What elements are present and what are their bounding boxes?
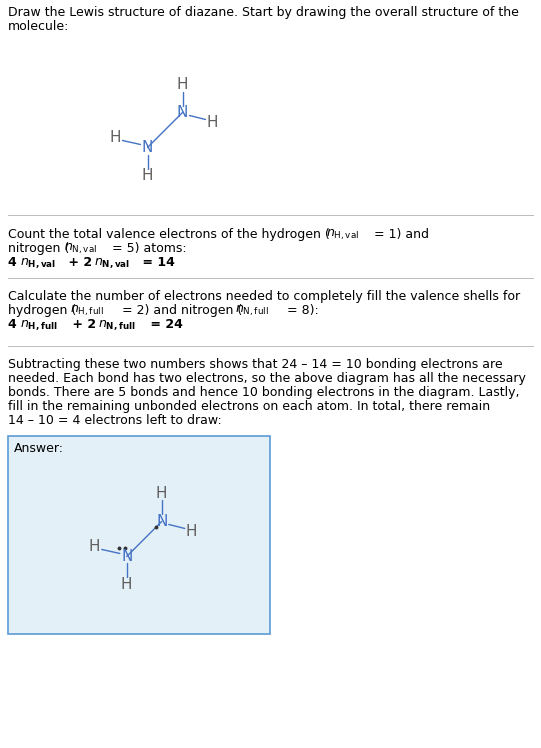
Text: Count the total valence electrons of the hydrogen (: Count the total valence electrons of the… <box>8 228 330 241</box>
Text: $n_\mathregular{H,full}$: $n_\mathregular{H,full}$ <box>70 304 104 319</box>
Text: H: H <box>207 115 218 130</box>
Text: N: N <box>156 514 167 529</box>
Text: $n_\mathregular{N,full}$: $n_\mathregular{N,full}$ <box>98 318 136 331</box>
Text: = 1) and: = 1) and <box>370 228 429 241</box>
Text: H: H <box>121 577 133 592</box>
Text: $n_\mathregular{N,full}$: $n_\mathregular{N,full}$ <box>235 304 269 319</box>
Text: hydrogen (: hydrogen ( <box>8 304 76 317</box>
Text: $n_\mathregular{H,full}$: $n_\mathregular{H,full}$ <box>20 318 58 331</box>
Text: $n_\mathregular{N,val}$: $n_\mathregular{N,val}$ <box>94 256 130 270</box>
Text: N: N <box>142 140 153 155</box>
Text: nitrogen (: nitrogen ( <box>8 242 69 255</box>
Text: H: H <box>177 77 188 92</box>
Text: H: H <box>156 486 168 501</box>
Text: = 5) atoms:: = 5) atoms: <box>108 242 187 255</box>
Text: bonds. There are 5 bonds and hence 10 bonding electrons in the diagram. Lastly,: bonds. There are 5 bonds and hence 10 bo… <box>8 386 519 399</box>
Text: H: H <box>89 539 101 554</box>
Text: needed. Each bond has two electrons, so the above diagram has all the necessary: needed. Each bond has two electrons, so … <box>8 372 526 385</box>
Text: Draw the Lewis structure of diazane. Start by drawing the overall structure of t: Draw the Lewis structure of diazane. Sta… <box>8 6 519 19</box>
Text: $n_\mathregular{H,val}$: $n_\mathregular{H,val}$ <box>20 256 56 270</box>
Text: = 2) and nitrogen (: = 2) and nitrogen ( <box>118 304 242 317</box>
Text: Subtracting these two numbers shows that 24 – 14 = 10 bonding electrons are: Subtracting these two numbers shows that… <box>8 358 503 371</box>
Text: H: H <box>186 524 197 539</box>
Text: N: N <box>121 549 133 564</box>
Text: fill in the remaining unbonded electrons on each atom. In total, there remain: fill in the remaining unbonded electrons… <box>8 400 490 413</box>
Text: $n_\mathregular{N,val}$: $n_\mathregular{N,val}$ <box>64 242 97 257</box>
Text: $n_\mathregular{H,val}$: $n_\mathregular{H,val}$ <box>326 228 359 242</box>
Text: N: N <box>177 105 188 120</box>
Text: Calculate the number of electrons needed to completely fill the valence shells f: Calculate the number of electrons needed… <box>8 290 520 303</box>
Text: = 24: = 24 <box>146 318 183 331</box>
Text: + 2: + 2 <box>64 256 96 269</box>
Text: H: H <box>110 130 121 145</box>
FancyBboxPatch shape <box>8 436 270 634</box>
Text: 14 – 10 = 4 electrons left to draw:: 14 – 10 = 4 electrons left to draw: <box>8 414 222 427</box>
Text: molecule:: molecule: <box>8 20 69 33</box>
Text: + 2: + 2 <box>68 318 101 331</box>
Text: = 14: = 14 <box>138 256 175 269</box>
Text: Answer:: Answer: <box>14 442 64 455</box>
Text: 4: 4 <box>8 256 21 269</box>
Text: H: H <box>142 168 153 183</box>
Text: 4: 4 <box>8 318 21 331</box>
Text: = 8):: = 8): <box>283 304 319 317</box>
